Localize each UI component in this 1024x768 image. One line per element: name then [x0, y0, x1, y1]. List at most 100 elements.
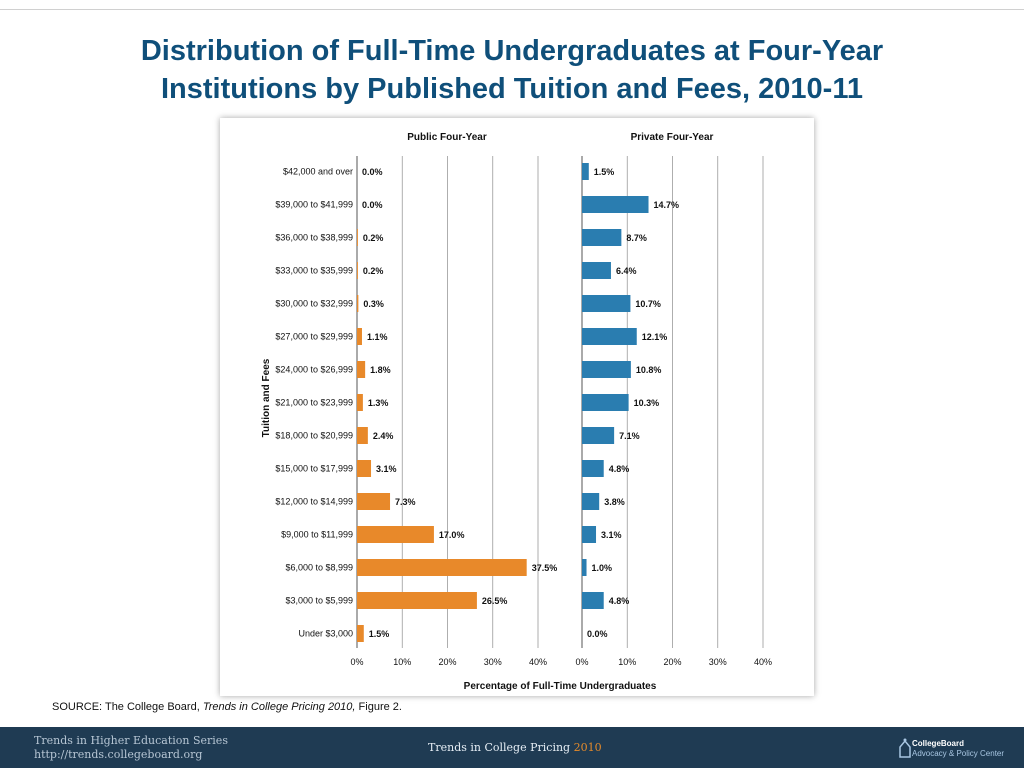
footer-center-year: 2010 [573, 741, 602, 754]
public-bar [357, 427, 368, 444]
private-bar [582, 262, 611, 279]
public-tick-label: 0% [350, 657, 363, 667]
category-label: $9,000 to $11,999 [281, 530, 353, 540]
public-data-label: 1.8% [370, 365, 391, 375]
public-data-label: 0.0% [362, 200, 383, 210]
title-line-1: Distribution of Full-Time Undergraduates… [140, 35, 884, 67]
category-label: Under $3,000 [298, 629, 353, 639]
public-bar [357, 460, 372, 477]
collegeboard-name: CollegeBoard [912, 739, 965, 748]
category-label: $6,000 to $8,999 [285, 563, 353, 573]
footer-bar [0, 727, 1024, 768]
private-tick-label: 30% [709, 657, 727, 667]
public-data-label: 17.0% [439, 530, 465, 540]
private-data-label: 8.7% [626, 233, 647, 243]
category-label: $30,000 to $32,999 [275, 299, 353, 309]
collegeboard-sub: Advocacy & Policy Center [912, 749, 1005, 758]
public-tick-label: 30% [484, 657, 502, 667]
private-bar [582, 361, 631, 378]
public-bar [357, 592, 477, 609]
footer-series-url: http://trends.collegeboard.org [34, 748, 203, 761]
collegeboard-logo-text: CollegeBoard Advocacy & Policy Center [912, 739, 1004, 759]
private-data-label: 10.7% [635, 299, 661, 309]
private-tick-label: 40% [754, 657, 772, 667]
public-data-label: 7.3% [395, 497, 416, 507]
public-data-label: 0.2% [363, 233, 384, 243]
public-data-label: 26.5% [482, 596, 508, 606]
private-bar [582, 559, 587, 576]
private-data-label: 12.1% [642, 332, 668, 342]
public-bar [357, 493, 391, 510]
category-label: $33,000 to $35,999 [275, 266, 353, 276]
footer-center-text: Trends in College Pricing [428, 741, 574, 754]
source-publication: Trends in College Pricing 2010, [202, 701, 356, 713]
source-prefix: SOURCE: The College Board, [52, 701, 203, 713]
private-data-label: 7.1% [619, 431, 640, 441]
category-label: $27,000 to $29,999 [275, 332, 353, 342]
source-suffix: Figure 2. [355, 701, 402, 713]
category-label: $3,000 to $5,999 [285, 596, 353, 606]
public-tick-label: 40% [529, 657, 547, 667]
public-tick-label: 20% [438, 657, 456, 667]
public-bar [357, 361, 366, 378]
private-bar [582, 229, 622, 246]
private-data-label: 0.0% [587, 629, 608, 639]
public-data-label: 3.1% [376, 464, 397, 474]
public-data-label: 2.4% [373, 431, 394, 441]
category-label: $12,000 to $14,999 [275, 497, 353, 507]
public-bar [357, 625, 364, 642]
top-rule [0, 9, 1024, 10]
private-bar [582, 163, 589, 180]
title-line-2: Institutions by Published Tuition and Fe… [160, 73, 864, 105]
public-bar [357, 394, 363, 411]
public-panel-title: Public Four-Year [407, 132, 487, 143]
public-bar [357, 262, 358, 279]
public-bar [357, 295, 359, 312]
private-data-label: 3.1% [601, 530, 622, 540]
private-data-label: 14.7% [654, 200, 680, 210]
public-bar [357, 328, 362, 345]
public-tick-label: 10% [393, 657, 411, 667]
private-data-label: 1.5% [594, 167, 615, 177]
public-data-label: 1.5% [369, 629, 390, 639]
public-data-label: 0.0% [362, 167, 383, 177]
private-bar [582, 493, 600, 510]
private-tick-label: 0% [575, 657, 588, 667]
public-data-label: 0.2% [363, 266, 384, 276]
category-label: $39,000 to $41,999 [275, 200, 353, 210]
private-tick-label: 20% [663, 657, 681, 667]
private-bar [582, 196, 649, 213]
private-bar [582, 328, 637, 345]
category-label: $15,000 to $17,999 [275, 464, 353, 474]
public-bar [357, 526, 434, 543]
private-data-label: 4.8% [609, 464, 630, 474]
private-data-label: 1.0% [592, 563, 613, 573]
category-label: $42,000 and over [283, 167, 353, 177]
y-axis-title: Tuition and Fees [261, 358, 272, 437]
public-bar [357, 559, 527, 576]
private-data-label: 3.8% [604, 497, 625, 507]
footer-series-title: Trends in Higher Education Series [34, 734, 228, 747]
public-data-label: 1.3% [368, 398, 389, 408]
category-label: $21,000 to $23,999 [275, 398, 353, 408]
private-data-label: 4.8% [609, 596, 630, 606]
private-bar [582, 427, 615, 444]
private-tick-label: 10% [618, 657, 636, 667]
footer-center-title: Trends in College Pricing 2010 [428, 741, 602, 754]
chart-card: 0% 10% 20% 30% 40% Public Four-Year 0.0% 0.0% 0.… [220, 118, 814, 696]
private-bar [582, 592, 604, 609]
x-axis-title: Percentage of Full-Time Undergraduates [464, 681, 657, 692]
private-data-label: 10.8% [636, 365, 662, 375]
footer-series: Trends in Higher Education Series http:/… [34, 734, 228, 762]
public-data-label: 37.5% [532, 563, 558, 573]
private-panel-title: Private Four-Year [631, 132, 714, 143]
category-label: $36,000 to $38,999 [275, 233, 353, 243]
private-bar [582, 460, 604, 477]
slide-title: Distribution of Full-Time Undergraduates… [40, 32, 984, 108]
chart-svg: 0% 10% 20% 30% 40% Public Four-Year 0.0% 0.0% 0.… [261, 132, 772, 692]
collegeboard-logo-icon [899, 738, 911, 758]
category-label: $24,000 to $26,999 [275, 365, 353, 375]
private-bar [582, 526, 597, 543]
public-data-label: 1.1% [367, 332, 388, 342]
public-data-label: 0.3% [363, 299, 384, 309]
